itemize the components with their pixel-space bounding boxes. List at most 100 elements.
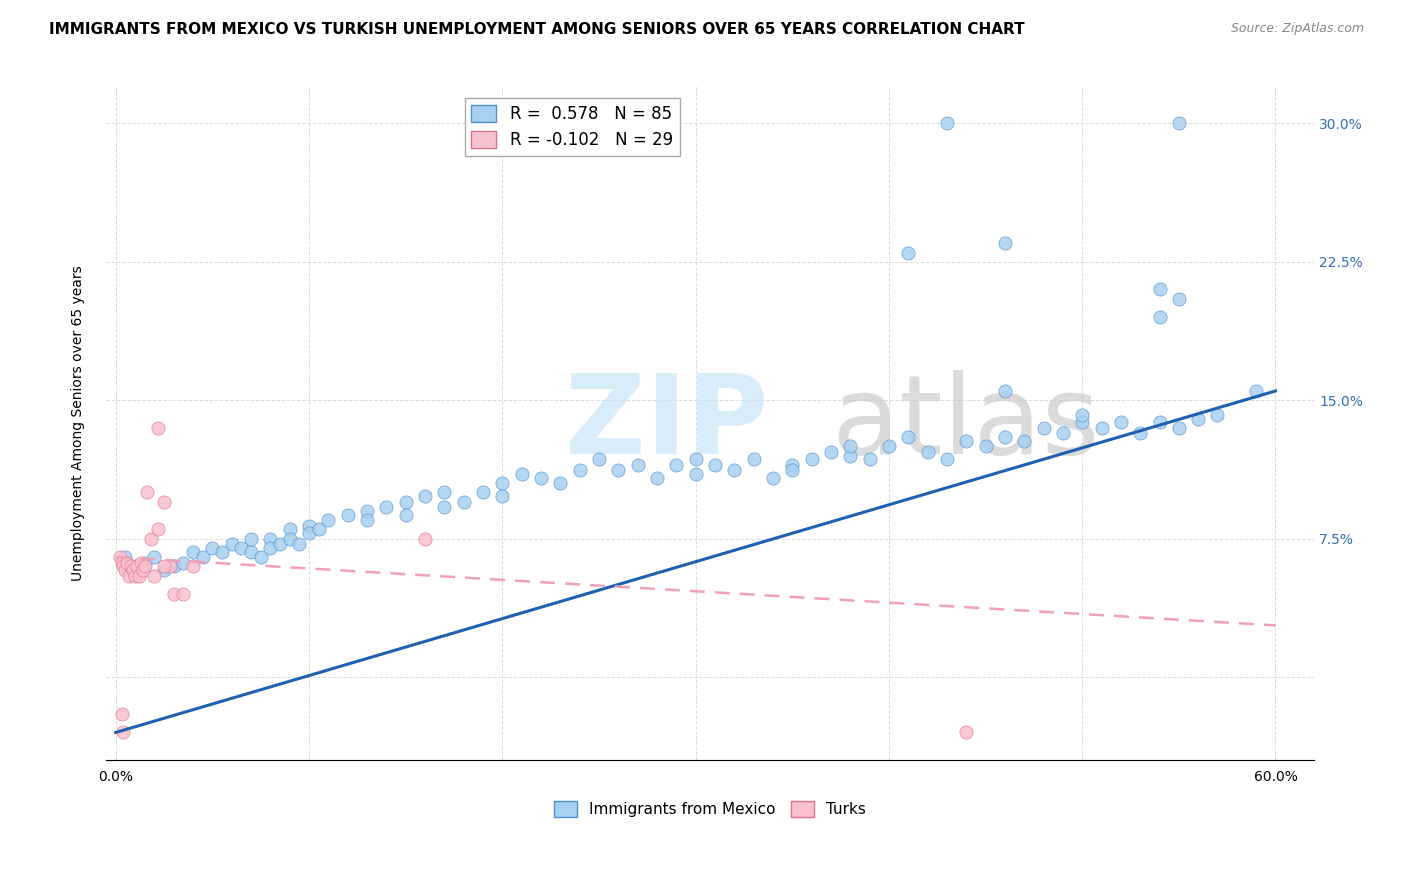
Point xyxy=(1090,421,1112,435)
Point xyxy=(110,706,132,721)
Point xyxy=(153,559,176,574)
Point xyxy=(278,523,301,537)
Point xyxy=(163,559,186,574)
Point xyxy=(780,458,803,472)
Point xyxy=(298,518,321,533)
Point xyxy=(132,563,155,577)
Point xyxy=(181,544,204,558)
Point xyxy=(1149,282,1171,296)
Point xyxy=(1109,415,1132,429)
Point xyxy=(413,532,436,546)
Point xyxy=(163,587,186,601)
Point xyxy=(820,445,842,459)
Point xyxy=(143,568,166,582)
Legend: Immigrants from Mexico, Turks: Immigrants from Mexico, Turks xyxy=(548,795,872,823)
Point xyxy=(510,467,533,481)
Point xyxy=(1071,415,1094,429)
Point xyxy=(308,523,330,537)
Text: Source: ZipAtlas.com: Source: ZipAtlas.com xyxy=(1230,22,1364,36)
Point xyxy=(433,485,456,500)
Point xyxy=(935,116,957,130)
Point xyxy=(1052,426,1074,441)
Point xyxy=(1032,421,1054,435)
Point xyxy=(375,500,398,515)
Point xyxy=(1149,310,1171,325)
Point xyxy=(685,452,707,467)
Point xyxy=(723,463,745,477)
Point xyxy=(143,550,166,565)
Point xyxy=(110,556,132,570)
Point xyxy=(117,556,139,570)
Point xyxy=(588,452,610,467)
Point xyxy=(114,563,136,577)
Point xyxy=(129,556,152,570)
Point xyxy=(153,494,176,508)
Point xyxy=(665,458,688,472)
Point xyxy=(1149,415,1171,429)
Point xyxy=(240,544,263,558)
Point xyxy=(124,559,146,574)
Point xyxy=(288,537,311,551)
Point xyxy=(491,489,513,503)
Point xyxy=(1071,408,1094,422)
Point xyxy=(125,559,148,574)
Point xyxy=(839,439,862,453)
Point xyxy=(433,500,456,515)
Point xyxy=(780,463,803,477)
Point xyxy=(298,526,321,541)
Point xyxy=(1187,411,1209,425)
Point xyxy=(278,532,301,546)
Point xyxy=(742,452,765,467)
Point xyxy=(318,513,340,527)
Point xyxy=(395,508,418,522)
Point xyxy=(491,476,513,491)
Point xyxy=(153,563,176,577)
Point xyxy=(112,725,135,739)
Point xyxy=(118,568,141,582)
Point xyxy=(453,494,475,508)
Point xyxy=(395,494,418,508)
Text: ZIP: ZIP xyxy=(565,370,769,476)
Point xyxy=(1206,408,1229,422)
Point xyxy=(112,559,135,574)
Point xyxy=(994,384,1017,398)
Point xyxy=(1167,421,1189,435)
Point xyxy=(1129,426,1152,441)
Point xyxy=(627,458,650,472)
Point xyxy=(135,485,157,500)
Point xyxy=(249,550,271,565)
Point xyxy=(917,445,939,459)
Y-axis label: Unemployment Among Seniors over 65 years: Unemployment Among Seniors over 65 years xyxy=(72,266,86,581)
Point xyxy=(955,434,977,448)
Point xyxy=(191,550,214,565)
Point xyxy=(762,471,785,485)
Point xyxy=(607,463,630,477)
Point xyxy=(530,471,553,485)
Point xyxy=(472,485,495,500)
Point xyxy=(221,537,243,551)
Point xyxy=(201,541,224,555)
Point xyxy=(240,532,263,546)
Point xyxy=(413,489,436,503)
Point xyxy=(550,476,572,491)
Point xyxy=(1167,292,1189,306)
Point xyxy=(181,559,204,574)
Point xyxy=(259,532,281,546)
Point xyxy=(858,452,880,467)
Point xyxy=(839,449,862,463)
Point xyxy=(159,559,181,574)
Point xyxy=(1167,116,1189,130)
Point xyxy=(211,544,233,558)
Point xyxy=(269,537,291,551)
Point xyxy=(897,430,920,444)
Point xyxy=(1012,434,1035,448)
Point xyxy=(974,439,997,453)
Point xyxy=(1244,384,1267,398)
Point xyxy=(955,725,977,739)
Point xyxy=(877,439,900,453)
Point xyxy=(703,458,725,472)
Point xyxy=(994,236,1017,251)
Text: IMMIGRANTS FROM MEXICO VS TURKISH UNEMPLOYMENT AMONG SENIORS OVER 65 YEARS CORRE: IMMIGRANTS FROM MEXICO VS TURKISH UNEMPL… xyxy=(49,22,1025,37)
Point xyxy=(994,430,1017,444)
Point xyxy=(134,556,156,570)
